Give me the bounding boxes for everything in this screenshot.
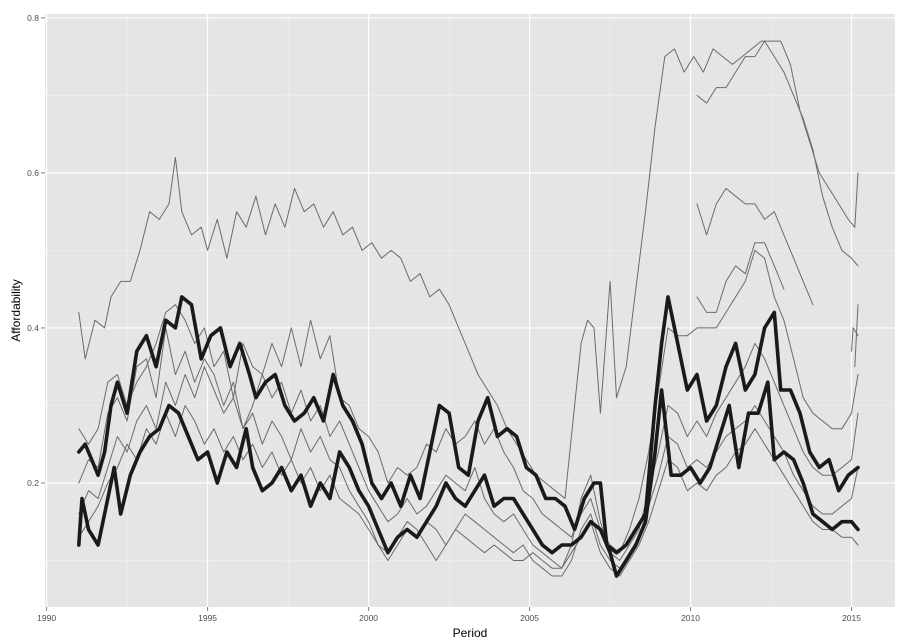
thin-series-line-7 [696,242,785,313]
y-tick-label: 0.2 [27,478,39,488]
y-axis-title: Affordability [9,279,23,341]
plot-panel [45,14,895,607]
thin-series-line-6 [696,187,814,306]
thin-series-line-3 [78,366,859,577]
x-axis-title: Period [453,626,488,640]
bold-series-line-10 [77,295,860,555]
thin-series-group [78,40,859,577]
major-gridlines [45,14,895,607]
y-tick-label: 0.4 [27,323,39,333]
y-axis: 0.2 0.4 0.6 0.8 [27,13,45,488]
minor-gridlines [45,14,895,607]
bold-series-line-11 [77,380,860,578]
x-axis: 1990 1995 2000 2005 2010 2015 [37,607,861,623]
thin-series-line-1 [78,249,859,554]
x-tick-label: 1995 [198,613,217,623]
thin-series-line-2 [78,327,859,569]
thin-series-line-9 [854,304,859,368]
x-tick-label: 1990 [37,613,56,623]
thin-series-line-4 [78,405,859,577]
bold-series-group [77,295,860,578]
thin-series-line-5 [696,40,859,267]
x-tick-label: 2000 [359,613,378,623]
x-tick-label: 2015 [842,613,861,623]
thin-series-line-0 [78,40,859,499]
x-tick-label: 2005 [520,613,539,623]
y-tick-label: 0.6 [27,168,39,178]
y-tick-label: 0.8 [27,13,39,23]
x-tick-label: 2010 [681,613,700,623]
